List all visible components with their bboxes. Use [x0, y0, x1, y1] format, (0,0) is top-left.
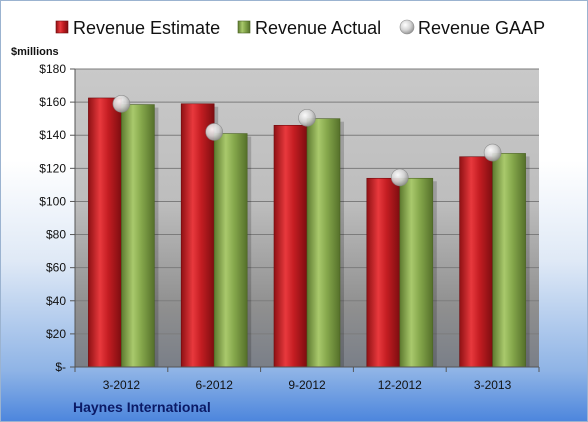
- x-tick-label: 3-2013: [474, 378, 512, 392]
- unit-label: $millions: [11, 46, 59, 58]
- x-tick-label: 12-2012: [378, 378, 422, 392]
- legend-label: Revenue Actual: [255, 18, 381, 38]
- marker-revenue-gaap: [298, 109, 316, 127]
- legend-swatch-revenue-gaap: [399, 19, 415, 35]
- bar-revenue-actual: [213, 133, 248, 368]
- bar-revenue-estimate: [366, 177, 401, 368]
- bar-revenue-actual: [492, 153, 526, 368]
- x-tick-label: 3-2012: [103, 378, 141, 392]
- marker-revenue-gaap: [483, 143, 502, 162]
- y-tick-label: $140: [39, 128, 66, 142]
- bar-revenue-estimate: [273, 124, 308, 368]
- legend-swatch-revenue-estimate: [55, 20, 69, 34]
- bars: [88, 97, 530, 368]
- bar-revenue-actual: [121, 104, 155, 368]
- y-tick-label: $160: [39, 95, 66, 109]
- y-tick-label: $60: [46, 261, 66, 275]
- y-tick-label: $20: [46, 327, 66, 341]
- legend-label: Revenue Estimate: [73, 18, 220, 38]
- bar-revenue-estimate: [88, 97, 122, 368]
- y-tick-label: $120: [39, 161, 66, 175]
- y-tick-label: $-: [55, 360, 66, 374]
- bar-revenue-estimate: [180, 103, 215, 368]
- company-name: Haynes International: [73, 399, 211, 415]
- bar-revenue-actual: [399, 177, 434, 368]
- axes: $- $20 $40 $60 $80 $100 $120 $140 $160 $180 3-2012…: [39, 62, 540, 392]
- marker-revenue-gaap: [390, 168, 409, 187]
- y-tick-label: $80: [46, 228, 66, 242]
- x-tick-label: 9-2012: [288, 378, 326, 392]
- y-tick-label: $40: [46, 294, 66, 308]
- x-tick-label: 6-2012: [196, 378, 234, 392]
- legend-swatch-revenue-actual: [237, 20, 251, 34]
- legend: Revenue Estimate Revenue Actual Revenue GA…: [55, 18, 545, 38]
- legend-label: Revenue GAAP: [418, 18, 545, 38]
- y-tick-label: $180: [39, 62, 66, 76]
- y-tick-label: $100: [39, 194, 66, 208]
- bar-revenue-actual: [306, 118, 341, 368]
- bar-revenue-estimate: [459, 156, 493, 368]
- marker-revenue-gaap: [205, 123, 223, 141]
- gaap-markers: [112, 94, 502, 187]
- marker-revenue-gaap: [112, 94, 131, 113]
